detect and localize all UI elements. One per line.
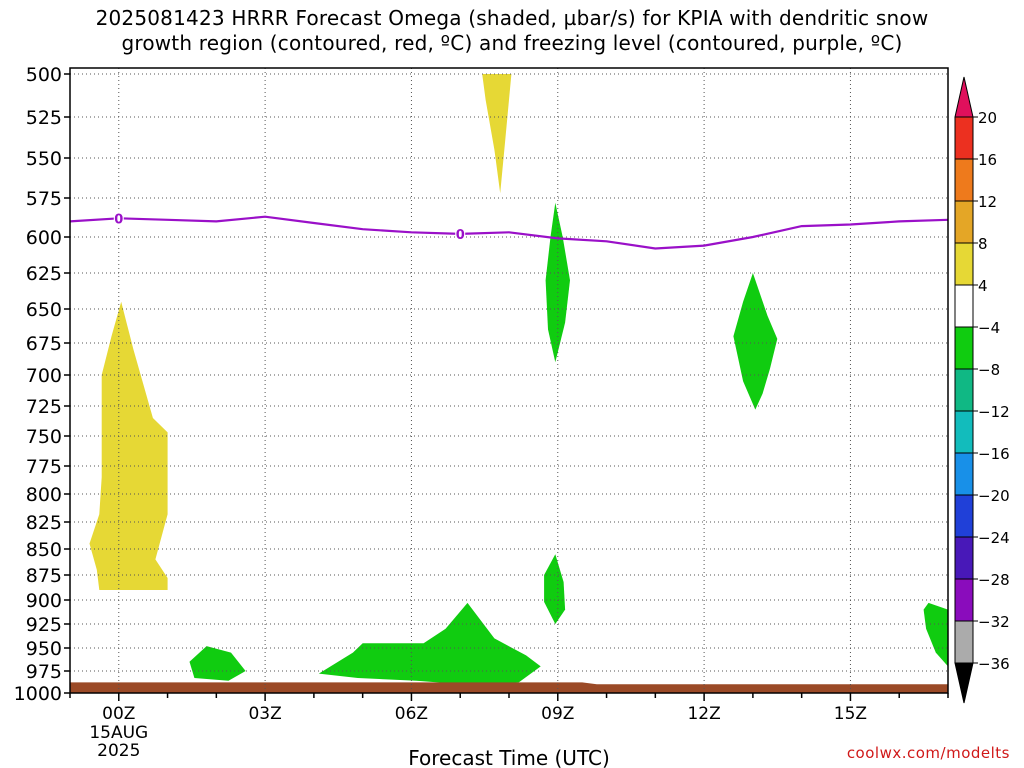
omega-region-2 — [89, 301, 168, 590]
colorbar-box-11 — [954, 536, 974, 580]
colorbar-label-9: −20 — [978, 487, 1010, 505]
colorbar-box-4 — [954, 242, 974, 286]
surface-ground-fill — [70, 682, 948, 693]
y-tick-label-750: 750 — [26, 426, 62, 448]
omega-region-3 — [545, 202, 570, 363]
colorbar-label-1: 16 — [978, 151, 997, 169]
omega-region-7 — [318, 602, 541, 685]
colorbar-box-5 — [954, 284, 974, 328]
colorbar-label-5: −4 — [978, 319, 1000, 337]
y-tick-label-1000: 1000 — [14, 683, 62, 705]
y-tick-label-950: 950 — [26, 638, 62, 660]
colorbar-box-6 — [954, 326, 974, 370]
colorbar-box-10 — [954, 494, 974, 538]
y-tick-label-500: 500 — [26, 64, 62, 86]
plot-frame — [69, 67, 949, 694]
colorbar-label-11: −28 — [978, 571, 1010, 589]
colorbar-box-2 — [954, 158, 974, 202]
x-tick-label-03Z: 03Z — [248, 704, 281, 724]
colorbar-box-9 — [954, 452, 974, 496]
y-tick-label-525: 525 — [26, 107, 62, 129]
y-tick-label-675: 675 — [26, 333, 62, 355]
chart-title-line-1: 2025081423 HRRR Forecast Omega (shaded, … — [95, 6, 929, 30]
x-tick-label-09Z: 09Z — [541, 704, 574, 724]
colorbar-label-8: −16 — [978, 445, 1010, 463]
freezing-level-layer: 00 — [69, 211, 949, 250]
colorbar-box-12 — [954, 578, 974, 622]
y-tick-label-775: 775 — [26, 456, 62, 478]
freezing-level-label-2: 0 — [456, 228, 465, 243]
y-tick-label-625: 625 — [26, 263, 62, 285]
colorbar-label-0: 20 — [978, 109, 997, 127]
colorbar-label-10: −24 — [978, 529, 1010, 547]
y-tick-label-600: 600 — [26, 227, 62, 249]
omega-region-6 — [189, 646, 246, 681]
x-tick-label-15Z: 15Z — [834, 704, 867, 724]
y-tick-label-975: 975 — [26, 661, 62, 683]
omega-region-8 — [923, 602, 948, 667]
x-tick-label-00Z: 00Z — [102, 704, 135, 724]
x-tick-label-12Z: 12Z — [687, 704, 720, 724]
source-watermark: coolwx.com/modelts — [846, 744, 1010, 762]
y-axis: 500 525 550 575 600 625 650 675 700 725 750 775 800 8… — [14, 64, 70, 705]
x-axis-title: Forecast Time (UTC) — [408, 746, 610, 768]
y-tick-label-800: 800 — [26, 484, 62, 506]
colorbar-box-3 — [954, 200, 974, 244]
colorbar-label-13: −36 — [978, 655, 1010, 673]
y-tick-label-825: 825 — [26, 512, 62, 534]
freezing-level-label-1: 0 — [114, 212, 123, 227]
colorbar-label-4: 4 — [978, 277, 988, 295]
colorbar-label-12: −32 — [978, 613, 1010, 631]
colorbar-label-3: 8 — [978, 235, 988, 253]
freezing-level-label-bg — [455, 226, 466, 241]
y-tick-label-875: 875 — [26, 565, 62, 587]
y-tick-label-850: 850 — [26, 539, 62, 561]
y-tick-label-925: 925 — [26, 614, 62, 636]
colorbar-bottom-arrow — [954, 662, 974, 704]
y-tick-label-900: 900 — [26, 590, 62, 612]
colorbar: 20 16 12 8 4 −4 −8 −12 −16 −20 −24 −28 −32 −36 — [954, 76, 1010, 704]
colorbar-label-7: −12 — [978, 403, 1010, 421]
freezing-level-label-bg — [113, 211, 124, 226]
colorbar-label-6: −8 — [978, 361, 1000, 379]
chart-title-line-2: growth region (contoured, red, ºC) and f… — [121, 31, 903, 55]
omega-shading-layer — [70, 74, 948, 693]
y-tick-label-700: 700 — [26, 365, 62, 387]
colorbar-label-2: 12 — [978, 193, 997, 211]
omega-region-5 — [544, 554, 566, 624]
chart-title: 2025081423 HRRR Forecast Omega (shaded, … — [0, 6, 1024, 56]
plot-border — [69, 67, 949, 694]
y-tick-label-575: 575 — [26, 188, 62, 210]
omega-region-4 — [733, 273, 778, 410]
freezing-level-line — [69, 215, 949, 250]
colorbar-top-arrow — [954, 76, 974, 118]
y-tick-label-650: 650 — [26, 299, 62, 321]
colorbar-box-7 — [954, 368, 974, 412]
colorbar-box-8 — [954, 410, 974, 454]
gridlines — [70, 68, 948, 694]
x-tick-label-06Z: 06Z — [395, 704, 428, 724]
y-tick-label-725: 725 — [26, 396, 62, 418]
colorbar-box-13 — [954, 620, 974, 664]
omega-region-1 — [482, 74, 512, 194]
colorbar-box-1 — [954, 116, 974, 160]
y-tick-label-550: 550 — [26, 148, 62, 170]
x-tick-year-label: 2025 — [97, 741, 140, 761]
x-tick-date-label: 15AUG — [89, 723, 148, 743]
